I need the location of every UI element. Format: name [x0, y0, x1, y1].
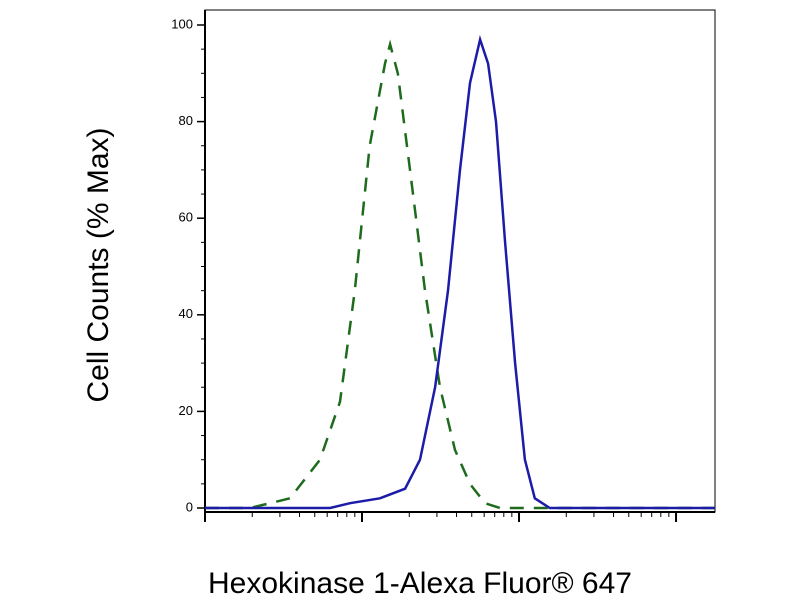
y-tick-label: 0 — [186, 499, 193, 514]
series-line — [205, 34, 715, 510]
y-tick-label: 20 — [179, 403, 193, 418]
y-tick-label: 100 — [171, 16, 193, 31]
x-axis-label: Hexokinase 1-Alexa Fluor® 647 — [208, 567, 632, 600]
y-tick-label: 40 — [179, 306, 193, 321]
y-tick-label: 80 — [179, 113, 193, 128]
series-line — [205, 39, 715, 510]
y-tick-label: 60 — [179, 210, 193, 225]
y-axis-label: Cell Counts (% Max) — [82, 127, 115, 402]
plot-frame — [204, 9, 716, 513]
